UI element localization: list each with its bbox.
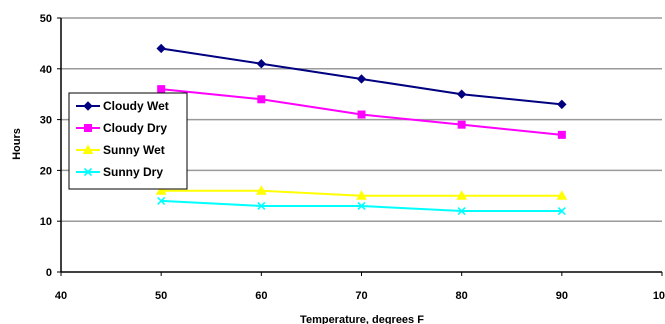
data-point-1-1 [257, 95, 266, 104]
data-point-3-3 [457, 206, 466, 216]
legend-label-3: Sunny Dry [103, 165, 163, 179]
data-point-2-1 [255, 185, 267, 195]
legend: Cloudy Wet Cloudy Dry Sunny Wet Sunny Dry [68, 92, 188, 190]
legend-label-2: Sunny Wet [103, 143, 165, 157]
data-point-0-2 [356, 74, 367, 84]
y-tick-label-2: 20 [40, 165, 52, 177]
y-axis-title: Hours [11, 128, 23, 160]
legend-marker-1 [84, 124, 92, 132]
x-tick-label-6: 100 [653, 290, 665, 302]
data-point-1-4 [557, 130, 566, 139]
series-2 [155, 185, 568, 200]
data-point-0-0 [156, 43, 166, 54]
data-point-0-1 [256, 59, 267, 69]
series-3 [157, 196, 566, 216]
tick-labels: 0 10 20 30 40 50 40 50 60 70 80 90 100 [40, 13, 665, 302]
data-point-1-0 [157, 85, 166, 94]
y-tick-label-5: 50 [40, 13, 52, 25]
legend-item-2: Sunny Wet [76, 143, 165, 157]
x-axis-title: Temperature, degrees F [300, 314, 424, 324]
data-point-0-3 [456, 89, 467, 99]
series-0 [156, 43, 567, 110]
y-tick-label-0: 0 [46, 267, 52, 279]
legend-marker-3 [83, 167, 93, 177]
data-point-2-2 [356, 190, 367, 200]
legend-item-3: Sunny Dry [76, 165, 163, 179]
x-tick-label-0: 40 [55, 290, 67, 302]
x-tick-label-2: 60 [255, 290, 267, 302]
data-point-3-2 [357, 201, 366, 211]
data-point-3-0 [157, 196, 166, 205]
data-point-1-3 [457, 120, 466, 129]
y-tick-label-1: 10 [40, 216, 52, 228]
series-1 [157, 85, 566, 139]
data-point-3-4 [557, 206, 566, 216]
x-tick-label-5: 90 [556, 290, 568, 302]
data-point-0-4 [557, 99, 567, 110]
legend-items: Cloudy Wet Cloudy Dry Sunny Wet Sunny Dry [76, 99, 169, 179]
y-tick-label-3: 30 [40, 115, 52, 127]
legend-item-0: Cloudy Wet [76, 99, 169, 113]
data-point-2-4 [556, 190, 568, 200]
legend-marker-2 [82, 144, 94, 154]
y-tick-label-4: 40 [40, 64, 52, 76]
data-point-1-2 [357, 110, 366, 119]
series-lines [155, 43, 568, 216]
data-point-3-1 [257, 201, 266, 211]
legend-label-1: Cloudy Dry [103, 121, 167, 135]
x-tick-label-1: 50 [155, 290, 167, 302]
x-tick-label-4: 80 [456, 290, 468, 302]
x-tick-label-3: 70 [355, 290, 367, 302]
legend-marker-0 [83, 101, 93, 111]
data-point-2-0 [155, 185, 167, 195]
legend-label-0: Cloudy Wet [103, 99, 169, 113]
axes [57, 17, 663, 276]
legend-item-1: Cloudy Dry [76, 121, 167, 135]
data-point-2-3 [456, 190, 468, 200]
